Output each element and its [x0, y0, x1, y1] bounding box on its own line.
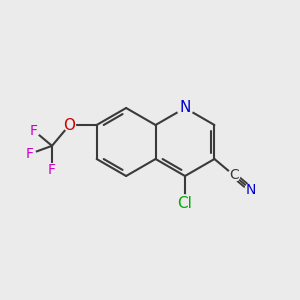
Text: F: F [30, 124, 38, 137]
Text: Cl: Cl [178, 196, 192, 211]
Circle shape [177, 100, 193, 116]
Circle shape [46, 164, 58, 175]
Circle shape [228, 169, 240, 181]
Circle shape [64, 119, 76, 131]
Text: O: O [64, 118, 76, 133]
Circle shape [176, 195, 194, 213]
Text: C: C [229, 168, 239, 182]
Text: N: N [179, 100, 191, 116]
Text: N: N [246, 183, 256, 196]
Text: F: F [26, 147, 34, 161]
Circle shape [28, 124, 40, 136]
Text: F: F [48, 163, 56, 177]
Circle shape [245, 184, 257, 196]
Circle shape [24, 148, 36, 160]
